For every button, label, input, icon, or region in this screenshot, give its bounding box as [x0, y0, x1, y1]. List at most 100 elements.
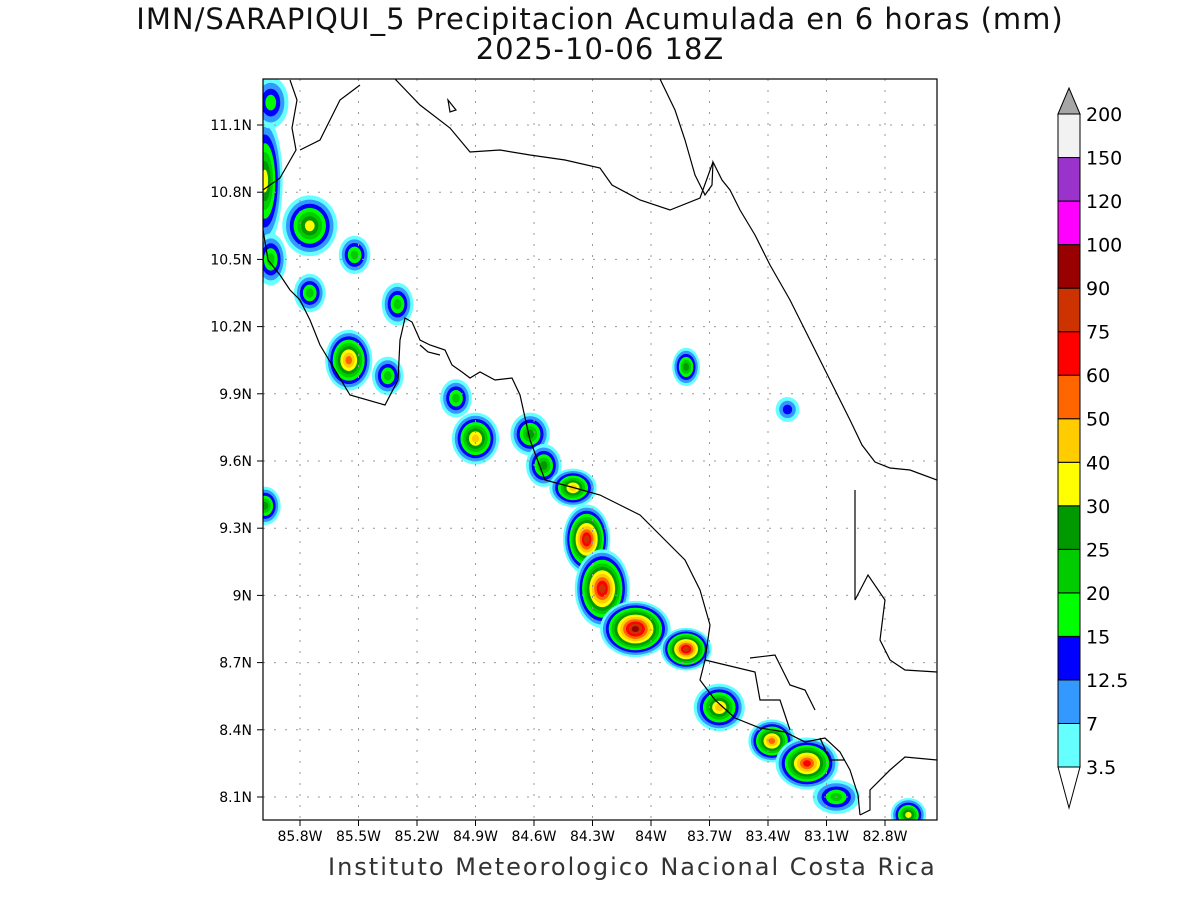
y-tick-label: 10.2N	[210, 320, 252, 336]
colorbar-swatch	[1057, 418, 1081, 463]
colorbar-swatch	[1057, 635, 1081, 681]
colorbar-label: 40	[1086, 452, 1110, 474]
precip-contour	[265, 94, 277, 111]
precip-cell	[775, 397, 800, 422]
y-tick-label: 10.5N	[210, 252, 252, 268]
colorbar-label: 200	[1086, 104, 1122, 126]
colorbar-swatch	[1057, 592, 1081, 637]
colorbar-label: 25	[1086, 539, 1110, 561]
precip-cell	[890, 797, 927, 820]
precip-cell	[440, 379, 472, 418]
y-tick-label: 8.1N	[219, 790, 252, 806]
caribbean-coastline	[659, 79, 937, 481]
precip-cell	[660, 627, 712, 671]
x-tick-label: 84.6W	[511, 829, 556, 845]
precip-contour	[803, 760, 811, 767]
y-tick-label: 8.7N	[219, 656, 252, 672]
map-frame	[262, 78, 938, 821]
colorbar-swatch	[1057, 200, 1081, 246]
precip-contour	[683, 646, 690, 652]
precip-cell	[672, 347, 700, 387]
x-tick-label: 84.3W	[570, 829, 615, 845]
precip-cell	[451, 412, 500, 465]
precip-contour	[583, 535, 590, 544]
x-tick-label: 83.7W	[687, 829, 732, 845]
colorbar-swatch	[1057, 548, 1081, 594]
colorbar-label: 90	[1086, 278, 1110, 300]
precip-cell	[600, 600, 671, 658]
precip-contour	[263, 501, 269, 510]
map-title: IMN/SARAPIQUI_5 Precipitacion Acumulada …	[136, 2, 1064, 36]
border-nicaragua	[299, 79, 714, 211]
x-tick-label: 85.8W	[277, 829, 322, 845]
colorbar-swatch	[1057, 722, 1081, 768]
colorbar-swatch	[1057, 461, 1081, 507]
pacific-coastline	[263, 79, 861, 816]
y-tick-label: 9.9N	[219, 387, 252, 403]
precip-contour	[526, 429, 535, 439]
precip-contour	[266, 253, 275, 266]
precip-cell	[263, 486, 281, 525]
longitude-axis: 85.8W 85.5W 85.2W 84.9W 84.6W 84.3W 84W 83.7W 83…	[277, 820, 908, 845]
y-tick-label: 10.8N	[210, 185, 252, 201]
precip-contour	[768, 738, 776, 744]
precip-contour	[471, 434, 480, 443]
colorbar-swatch	[1057, 244, 1081, 289]
colorbar-under-arrow	[1057, 766, 1081, 810]
precip-cell	[263, 117, 283, 245]
colorbar-swatch	[1057, 331, 1081, 376]
precip-contour	[304, 220, 315, 232]
colorbar-label: 20	[1086, 583, 1110, 605]
colorbar-label: 60	[1086, 365, 1110, 387]
colorbar-swatch	[1057, 157, 1081, 202]
colorbar-label: 12.5	[1086, 670, 1128, 692]
colorbar-swatch	[1057, 113, 1081, 159]
y-tick-label: 11.1N	[210, 118, 252, 134]
precip-cell	[338, 235, 371, 275]
footer-credit: Instituto Meteorologico Nacional Costa R…	[328, 853, 937, 881]
x-tick-label: 85.5W	[336, 829, 381, 845]
colorbar-swatch	[1057, 287, 1081, 333]
colorbar-label: 15	[1086, 626, 1110, 648]
precip-cell	[282, 195, 338, 257]
y-tick-label: 9N	[233, 588, 252, 604]
colorbar-label: 150	[1086, 148, 1122, 170]
colorbar-legend: 3.5 7 12.5 15 20 25 30 40 50 60 75 90 100 120 150 200	[1057, 86, 1128, 810]
precip-cell	[693, 683, 745, 732]
colorbar-label: 50	[1086, 409, 1110, 431]
precip-cell	[381, 282, 414, 326]
colorbar-label: 75	[1086, 322, 1110, 344]
y-tick-label: 9.6N	[219, 454, 252, 470]
latitude-axis: 11.1N 10.8N 10.5N 10.2N 9.9N 9.6N 9.3N 9N 8.7N 8.…	[210, 118, 263, 806]
x-tick-label: 83.1W	[804, 829, 849, 845]
precip-contour	[383, 371, 392, 381]
x-tick-label: 84.9W	[453, 829, 498, 845]
precipitation-field	[263, 79, 927, 820]
y-tick-label: 9.3N	[219, 521, 252, 537]
precip-cell	[263, 79, 289, 129]
precip-cell	[325, 329, 373, 391]
colorbar-swatch	[1057, 679, 1081, 724]
precip-contour	[305, 288, 314, 298]
precip-contour	[905, 811, 912, 818]
x-tick-label: 82.8W	[862, 829, 907, 845]
map-subtitle: 2025-10-06 18Z	[475, 32, 725, 66]
x-tick-label: 84W	[635, 829, 667, 845]
precip-contour	[345, 355, 353, 365]
x-tick-label: 85.2W	[394, 829, 439, 845]
y-tick-label: 8.4N	[219, 723, 252, 739]
colorbar-label: 120	[1086, 191, 1122, 213]
colorbar-label: 100	[1086, 235, 1122, 257]
precip-cell	[293, 273, 326, 313]
precip-contour	[782, 404, 793, 415]
precip-contour	[683, 362, 689, 371]
border-panama	[419, 97, 937, 816]
colorbar-label: 30	[1086, 496, 1110, 518]
precip-contour	[350, 250, 359, 260]
precip-cell	[775, 737, 839, 790]
precip-contour	[715, 703, 724, 712]
coastlines	[263, 79, 937, 816]
precip-contour	[540, 461, 548, 470]
grid-lines	[263, 79, 937, 820]
